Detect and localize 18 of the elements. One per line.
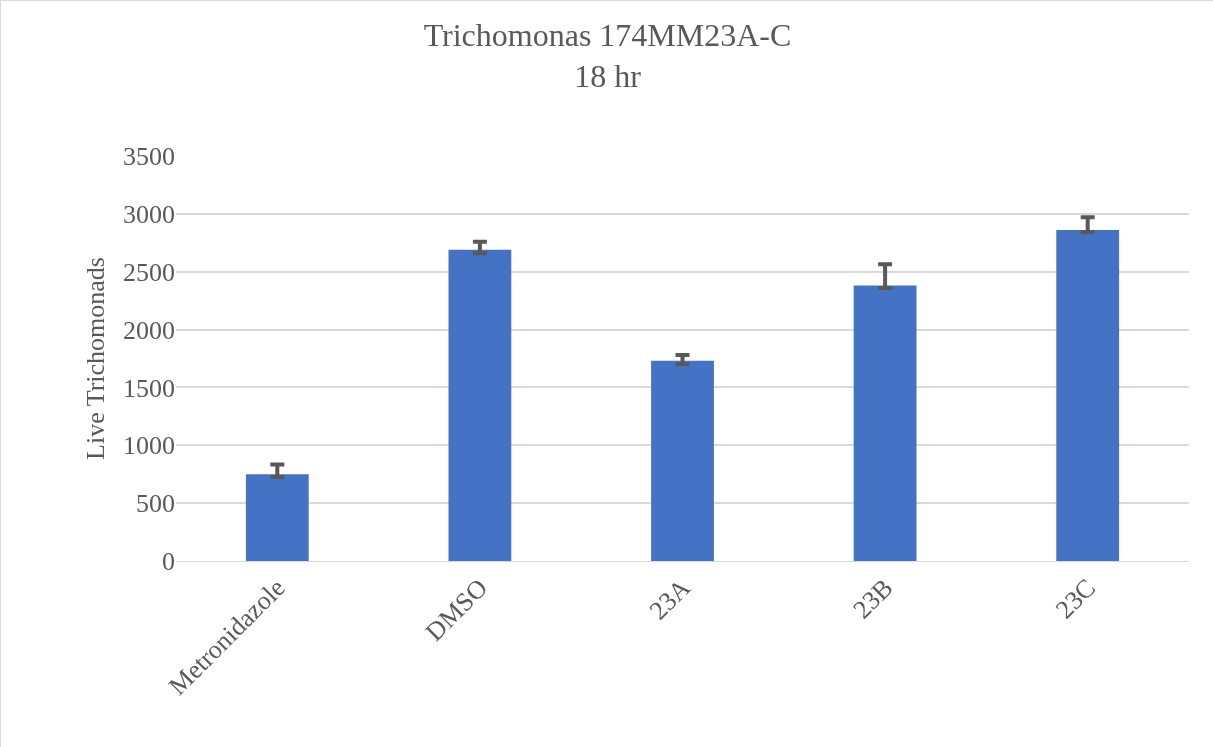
y-tick-label: 500 xyxy=(136,489,175,519)
y-tick-label: 3000 xyxy=(123,199,175,229)
bar xyxy=(245,474,309,561)
bar xyxy=(651,360,714,561)
x-tick-label: 23A xyxy=(643,572,697,626)
y-tick-label: 3500 xyxy=(123,142,175,172)
y-tick-label: 0 xyxy=(162,547,175,577)
y-tick-label: 2500 xyxy=(123,257,175,287)
x-tick-label: 23B xyxy=(847,573,899,625)
bar xyxy=(853,285,917,561)
bar xyxy=(448,249,512,561)
y-axis-title: Live Trichomonads xyxy=(81,257,111,460)
y-tick-label: 2000 xyxy=(123,315,175,345)
x-tick-label: 23C xyxy=(1049,573,1102,625)
chart-title: Trichomonas 174MM23A-C 18 hr xyxy=(423,16,792,95)
y-tick-label: 1000 xyxy=(123,431,175,461)
y-tick-label: 1500 xyxy=(123,373,175,403)
bar xyxy=(1056,230,1120,561)
